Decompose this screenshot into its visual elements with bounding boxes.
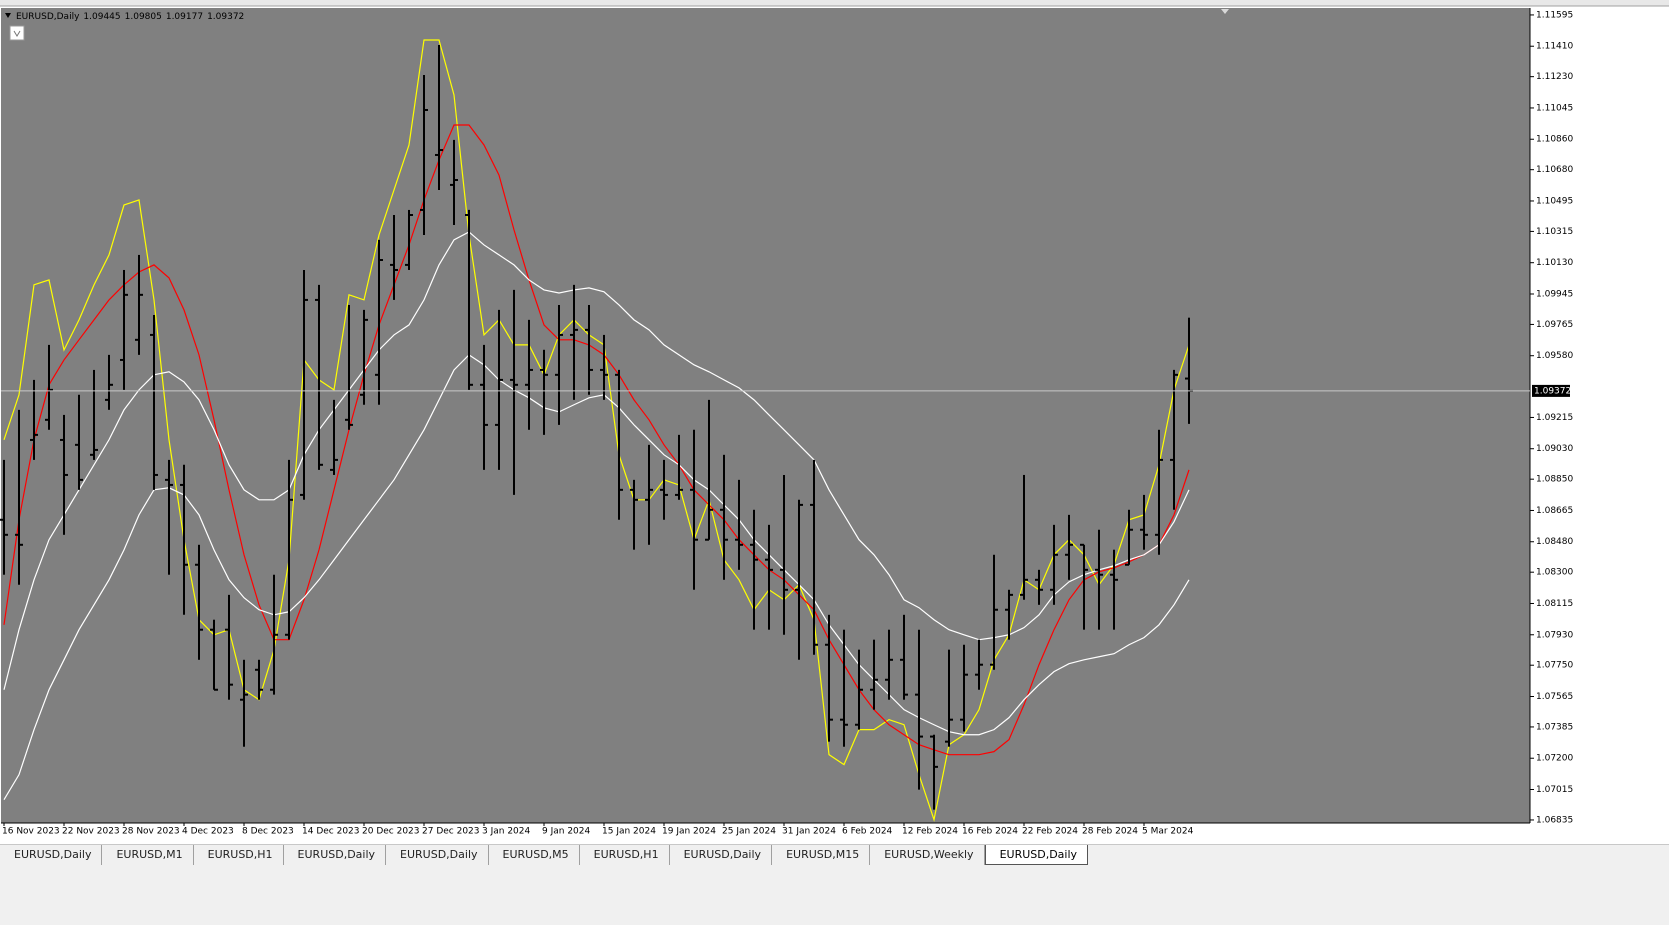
x-tick-label: 14 Dec 2023 — [302, 827, 360, 837]
panel-button[interactable] — [9, 25, 25, 41]
y-tick-label: 1.07385 — [1536, 722, 1573, 732]
x-tick-label: 15 Jan 2024 — [602, 827, 656, 837]
header-arrow — [5, 13, 11, 18]
y-tick-label: 1.10860 — [1536, 135, 1573, 145]
x-tick-label: 28 Feb 2024 — [1082, 827, 1138, 837]
toolbar-strip — [0, 0, 1669, 6]
y-tick-label: 1.10130 — [1536, 258, 1573, 268]
y-tick-label: 1.08300 — [1536, 568, 1573, 578]
x-tick-label: 25 Jan 2024 — [722, 827, 776, 837]
x-tick-label: 28 Nov 2023 — [122, 827, 180, 837]
y-tick-label: 1.07200 — [1536, 754, 1573, 764]
header-high: 1.09805 — [125, 12, 162, 22]
y-tick-label: 1.07750 — [1536, 661, 1573, 671]
shift-marker — [1221, 9, 1229, 14]
y-tick-label: 1.08480 — [1536, 537, 1573, 547]
header-close: 1.09372 — [207, 12, 244, 22]
price-label-bg — [1532, 384, 1570, 397]
chart-tab[interactable]: EURUSD,Daily — [670, 845, 773, 865]
y-tick-label: 1.08115 — [1536, 599, 1573, 609]
x-tick-label: 8 Dec 2023 — [242, 827, 294, 837]
chart-tab[interactable]: EURUSD,Weekly — [870, 845, 985, 865]
chart-tab[interactable]: EURUSD,Daily — [386, 845, 489, 865]
y-tick-label: 1.07930 — [1536, 630, 1573, 640]
chart-tab[interactable]: EURUSD,M1 — [102, 845, 194, 865]
x-tick-label: 27 Dec 2023 — [422, 827, 480, 837]
chart-tab[interactable]: EURUSD,Daily — [0, 845, 103, 865]
chart-tab[interactable]: EURUSD,H1 — [194, 845, 284, 865]
price-label: 1.09372 — [1534, 386, 1571, 396]
header-symbol: EURUSD,Daily — [16, 12, 80, 22]
y-tick-label: 1.09030 — [1536, 444, 1573, 454]
header-low: 1.09177 — [166, 12, 203, 22]
y-tick-label: 1.07565 — [1536, 692, 1573, 702]
header-open: 1.09445 — [83, 12, 120, 22]
x-tick-label: 22 Nov 2023 — [62, 827, 120, 837]
x-tick-label: 20 Dec 2023 — [362, 827, 420, 837]
x-tick-label: 16 Feb 2024 — [962, 827, 1018, 837]
x-tick-label: 5 Mar 2024 — [1142, 827, 1194, 837]
x-tick-label: 22 Feb 2024 — [1022, 827, 1078, 837]
x-tick-label: 31 Jan 2024 — [782, 827, 836, 837]
y-tick-label: 1.07015 — [1536, 785, 1573, 795]
x-tick-label: 9 Jan 2024 — [542, 827, 590, 837]
x-tick-label: 16 Nov 2023 — [2, 827, 60, 837]
indicator-line — [3, 231, 1190, 690]
x-tick-label: 19 Jan 2024 — [662, 827, 716, 837]
y-tick-label: 1.11045 — [1536, 103, 1573, 113]
y-tick-label: 1.08665 — [1536, 506, 1573, 516]
x-tick-label: 3 Jan 2024 — [482, 827, 530, 837]
chart-header: EURUSD,Daily 1.09445 1.09805 1.09177 1.09372 — [16, 12, 244, 22]
y-tick-label: 1.08850 — [1536, 475, 1573, 485]
y-tick-label: 1.11410 — [1536, 42, 1573, 52]
chart-tab[interactable]: EURUSD,M5 — [489, 845, 580, 865]
y-tick-label: 1.09580 — [1536, 351, 1573, 361]
chart-tab[interactable]: EURUSD,H1 — [580, 845, 670, 865]
x-tick-label: 12 Feb 2024 — [902, 827, 958, 837]
y-tick-label: 1.10495 — [1536, 196, 1573, 206]
indicator-line — [3, 124, 1190, 756]
y-tick-label: 1.11595 — [1536, 10, 1573, 20]
x-tick-label: 4 Dec 2023 — [182, 827, 234, 837]
panel-button-icon — [13, 30, 21, 37]
chart-tab[interactable]: EURUSD,Daily — [284, 845, 387, 865]
tab-bar: EURUSD,Daily EURUSD,M1 EURUSD,H1 EURUSD,Dai… — [0, 844, 1669, 865]
indicator-line — [3, 39, 1190, 822]
y-tick-label: 1.10680 — [1536, 165, 1573, 175]
y-tick-label: 1.10315 — [1536, 227, 1573, 237]
chart: 1.11595 1.11410 1.11230 1.11045 1.10860 1.106… — [0, 0, 1669, 844]
x-tick-label: 6 Feb 2024 — [842, 827, 893, 837]
chart-tab[interactable]: EURUSD,M15 — [772, 845, 871, 865]
y-tick-label: 1.09765 — [1536, 320, 1573, 330]
y-tick-label: 1.11230 — [1536, 72, 1573, 82]
y-tick-label: 1.06835 — [1536, 815, 1573, 825]
indicator-line — [3, 354, 1190, 800]
plot-area — [1, 8, 1530, 823]
y-tick-label: 1.09945 — [1536, 289, 1573, 299]
chart-tab[interactable]: EURUSD,Daily — [984, 845, 1089, 865]
y-tick-label: 1.09215 — [1536, 413, 1573, 423]
